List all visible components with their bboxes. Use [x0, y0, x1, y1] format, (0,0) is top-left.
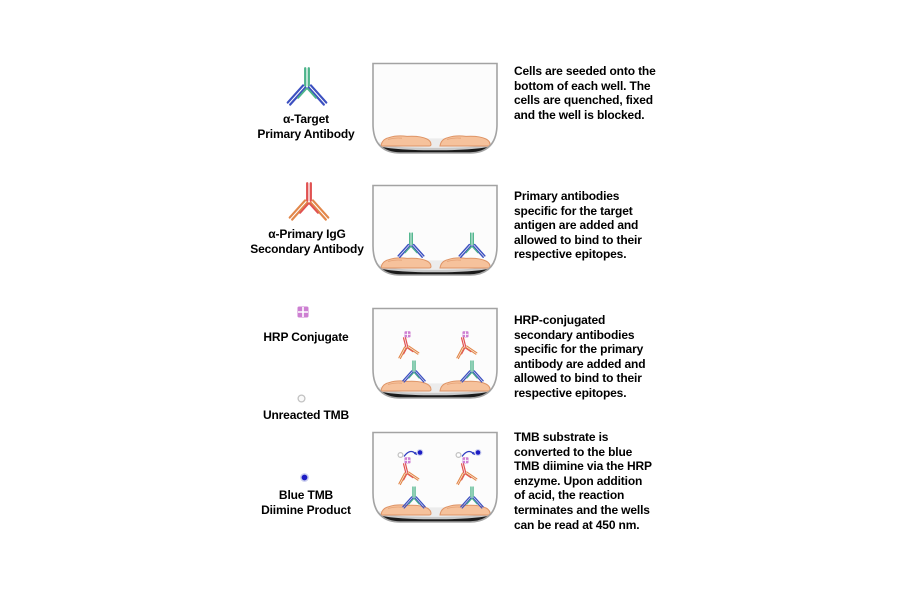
- blue-tmb-diimine-icon: [300, 473, 309, 482]
- unreacted-tmb-label: Unreacted TMB: [262, 408, 350, 422]
- well-step-3: [368, 307, 502, 404]
- cell-blob: [439, 257, 491, 269]
- cell-blob: [439, 135, 491, 147]
- cell-blob: [380, 257, 432, 269]
- step-1-description: Cells are seeded onto the bottom of each…: [514, 64, 656, 122]
- secondary-antibody-icon: [289, 183, 329, 220]
- step-4-description: TMB substrate is converted to the blue T…: [514, 430, 652, 532]
- unreacted-tmb-icon: [297, 394, 306, 403]
- hrp-conjugate-label: HRP Conjugate: [263, 330, 349, 344]
- secondary-antibody-label: α-Primary IgG Secondary Antibody: [250, 227, 364, 256]
- well-step-4: [368, 431, 502, 528]
- hrp-conjugate-icon: [297, 306, 309, 318]
- step-3-description: HRP-conjugated secondary antibodies spec…: [514, 313, 646, 400]
- well-step-2: [368, 184, 502, 281]
- cell-blob: [380, 135, 432, 147]
- cell-blob: [439, 380, 491, 392]
- step-2-description: Primary antibodies specific for the targ…: [514, 189, 642, 262]
- well-step-1: [368, 62, 502, 159]
- primary-antibody-icon: [287, 68, 327, 105]
- blue-tmb-label: Blue TMB Diimine Product: [261, 488, 351, 517]
- primary-antibody-label: α-Target Primary Antibody: [257, 112, 355, 141]
